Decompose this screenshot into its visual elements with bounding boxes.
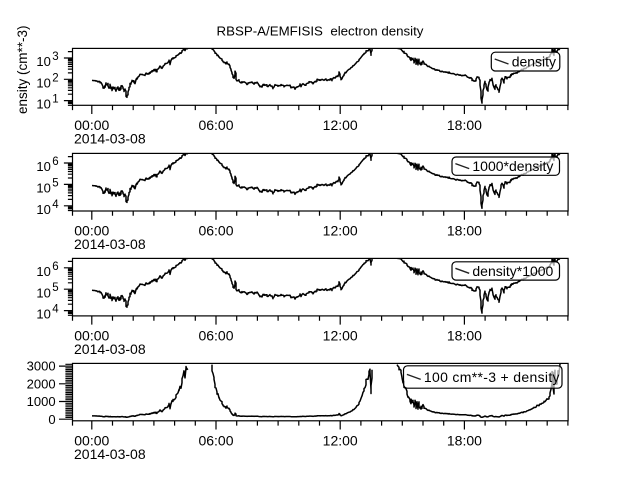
- svg-text:18:00: 18:00: [447, 223, 482, 239]
- svg-text:100 cm**-3 + density: 100 cm**-3 + density: [424, 369, 560, 385]
- svg-text:00:00: 00:00: [74, 432, 109, 448]
- svg-text:10: 10: [36, 159, 50, 174]
- svg-text:00:00: 00:00: [74, 223, 109, 239]
- svg-text:0: 0: [48, 412, 55, 427]
- svg-text:12:00: 12:00: [323, 117, 358, 133]
- svg-text:4: 4: [52, 199, 59, 211]
- svg-text:1: 1: [52, 94, 58, 106]
- svg-text:5: 5: [52, 282, 58, 294]
- svg-text:10: 10: [36, 54, 50, 69]
- svg-text:1000*density: 1000*density: [472, 158, 553, 174]
- svg-text:10: 10: [36, 202, 50, 217]
- svg-text:2: 2: [52, 72, 58, 84]
- svg-text:12:00: 12:00: [323, 432, 358, 448]
- svg-text:2014-03-08: 2014-03-08: [74, 341, 146, 357]
- svg-text:06:00: 06:00: [198, 117, 233, 133]
- svg-text:density: density: [512, 54, 556, 70]
- svg-text:00:00: 00:00: [74, 327, 109, 343]
- svg-text:6: 6: [52, 261, 58, 273]
- svg-text:5: 5: [52, 177, 58, 189]
- svg-text:18:00: 18:00: [447, 117, 482, 133]
- svg-text:18:00: 18:00: [447, 432, 482, 448]
- svg-text:12:00: 12:00: [323, 327, 358, 343]
- svg-text:10: 10: [36, 97, 50, 112]
- svg-text:12:00: 12:00: [323, 223, 358, 239]
- svg-text:10: 10: [36, 307, 50, 322]
- svg-text:2014-03-08: 2014-03-08: [74, 130, 146, 146]
- svg-text:06:00: 06:00: [198, 327, 233, 343]
- svg-text:4: 4: [52, 304, 59, 316]
- svg-text:1000: 1000: [27, 394, 56, 409]
- svg-text:10: 10: [36, 264, 50, 279]
- svg-text:10: 10: [36, 285, 50, 300]
- svg-text:10: 10: [36, 75, 50, 90]
- svg-text:3: 3: [52, 51, 58, 63]
- svg-text:3000: 3000: [27, 359, 56, 374]
- svg-text:2014-03-08: 2014-03-08: [74, 446, 146, 462]
- svg-text:2000: 2000: [27, 376, 56, 391]
- svg-text:ensity (cm**-3): ensity (cm**-3): [15, 25, 30, 114]
- svg-text:10: 10: [36, 181, 50, 196]
- svg-text:00:00: 00:00: [74, 117, 109, 133]
- svg-text:RBSP-A/EMFISIS electron densi: RBSP-A/EMFISIS electron density: [217, 24, 424, 39]
- svg-text:06:00: 06:00: [198, 223, 233, 239]
- svg-text:18:00: 18:00: [447, 327, 482, 343]
- svg-text:6: 6: [52, 156, 58, 168]
- svg-text:density*1000: density*1000: [472, 263, 553, 279]
- svg-text:2014-03-08: 2014-03-08: [74, 236, 146, 252]
- svg-text:06:00: 06:00: [198, 432, 233, 448]
